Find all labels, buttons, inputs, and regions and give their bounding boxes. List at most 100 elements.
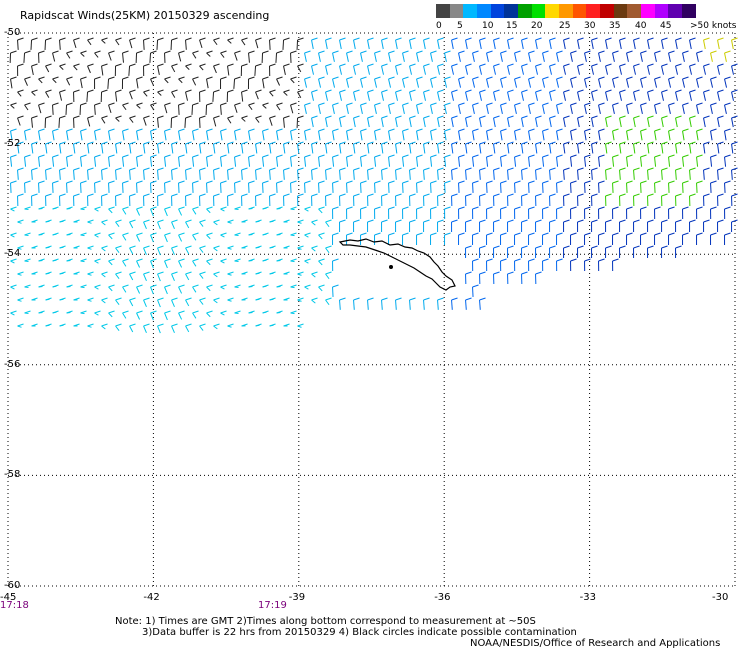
wind-barb (409, 115, 416, 128)
wind-barb (353, 63, 360, 75)
wind-barb (577, 167, 584, 180)
wind-barb (381, 115, 388, 128)
wind-barb (290, 232, 297, 237)
longitude-label: -36 (434, 592, 451, 603)
note-line-1: Note: 1) Times are GMT 2)Times along bot… (115, 616, 536, 627)
wind-barb (73, 37, 80, 49)
wind-barb (220, 258, 227, 264)
wind-barb (129, 115, 136, 123)
wind-barb (311, 193, 318, 206)
wind-barb (192, 310, 199, 319)
wind-barb (31, 271, 38, 275)
wind-barb (500, 180, 507, 193)
wind-barb (206, 284, 213, 292)
wind-barb (500, 102, 507, 114)
wind-barb (367, 167, 374, 180)
wind-barb (724, 206, 731, 220)
wind-barb (528, 154, 535, 167)
wind-barb (451, 297, 458, 310)
wind-barb (591, 63, 598, 75)
wind-barb (472, 128, 479, 141)
wind-barb (94, 284, 101, 290)
wind-barb (17, 323, 24, 328)
wind-barb (577, 141, 584, 154)
legend-label: 10 (482, 21, 494, 31)
wind-barb (444, 180, 451, 193)
wind-barb (290, 76, 297, 84)
wind-barb (591, 115, 598, 128)
wind-barb (254, 63, 262, 76)
wind-barb (437, 63, 444, 75)
wind-barb (605, 37, 612, 50)
wind-barb (591, 141, 598, 154)
wind-barb (114, 63, 122, 76)
wind-barb (528, 50, 535, 62)
wind-barb (283, 323, 290, 327)
wind-barb (346, 128, 353, 141)
legend-label: 25 (559, 21, 571, 31)
wind-barb (409, 297, 416, 310)
wind-barb (570, 128, 577, 141)
wind-barb (255, 245, 262, 249)
wind-barb (353, 141, 360, 154)
legend-swatch (518, 4, 532, 18)
wind-barb (612, 258, 619, 272)
wind-barb (129, 297, 136, 307)
wind-barb (213, 219, 220, 226)
wind-barb (129, 167, 136, 180)
wind-barb (598, 232, 605, 246)
wind-barb (374, 102, 381, 114)
wind-barb (192, 206, 199, 215)
wind-barb (38, 102, 45, 114)
wind-barb (143, 245, 150, 256)
wind-barb (696, 102, 703, 114)
legend-label: >50 knots (690, 21, 737, 31)
wind-barb (535, 167, 542, 180)
wind-barb (157, 63, 164, 75)
wind-barb (283, 245, 290, 249)
wind-barb (570, 180, 577, 193)
wind-barb (311, 115, 318, 128)
wind-barb (45, 219, 52, 223)
wind-barb (472, 258, 479, 272)
wind-barb (584, 232, 591, 246)
wind-barb (185, 167, 192, 180)
wind-barb (381, 37, 388, 50)
wind-barb (465, 271, 472, 284)
wind-barb (269, 141, 276, 154)
wind-barb (339, 37, 346, 50)
wind-barb (563, 115, 570, 128)
legend-swatch (668, 4, 683, 18)
wind-barb (52, 50, 59, 62)
wind-barb (549, 63, 556, 75)
wind-barb (689, 115, 696, 128)
wind-barb (248, 50, 255, 63)
wind-barb (521, 115, 528, 128)
wind-barb (206, 128, 213, 141)
wind-barb (311, 167, 318, 180)
wind-barb (87, 297, 94, 302)
wind-barb (353, 219, 360, 233)
wind-barb (108, 154, 115, 167)
wind-barb (731, 167, 738, 180)
wind-barb (346, 206, 353, 220)
wind-barb (661, 89, 668, 101)
wind-barb (360, 102, 367, 114)
wind-barb (479, 193, 486, 206)
wind-barb (164, 206, 171, 217)
wind-barb (164, 232, 171, 243)
wind-barb (640, 102, 647, 114)
wind-barb (696, 128, 703, 141)
wind-barb (675, 141, 682, 154)
wind-barb (213, 297, 220, 304)
wind-barb (150, 284, 157, 295)
wind-barb (185, 193, 192, 206)
wind-barb (633, 89, 640, 101)
wind-barb (45, 193, 52, 206)
wind-barb (668, 76, 675, 88)
wind-barb (556, 50, 563, 62)
wind-barb (185, 219, 192, 229)
wind-barb (668, 180, 675, 193)
wind-barb (283, 89, 290, 96)
wind-barb (339, 297, 346, 310)
